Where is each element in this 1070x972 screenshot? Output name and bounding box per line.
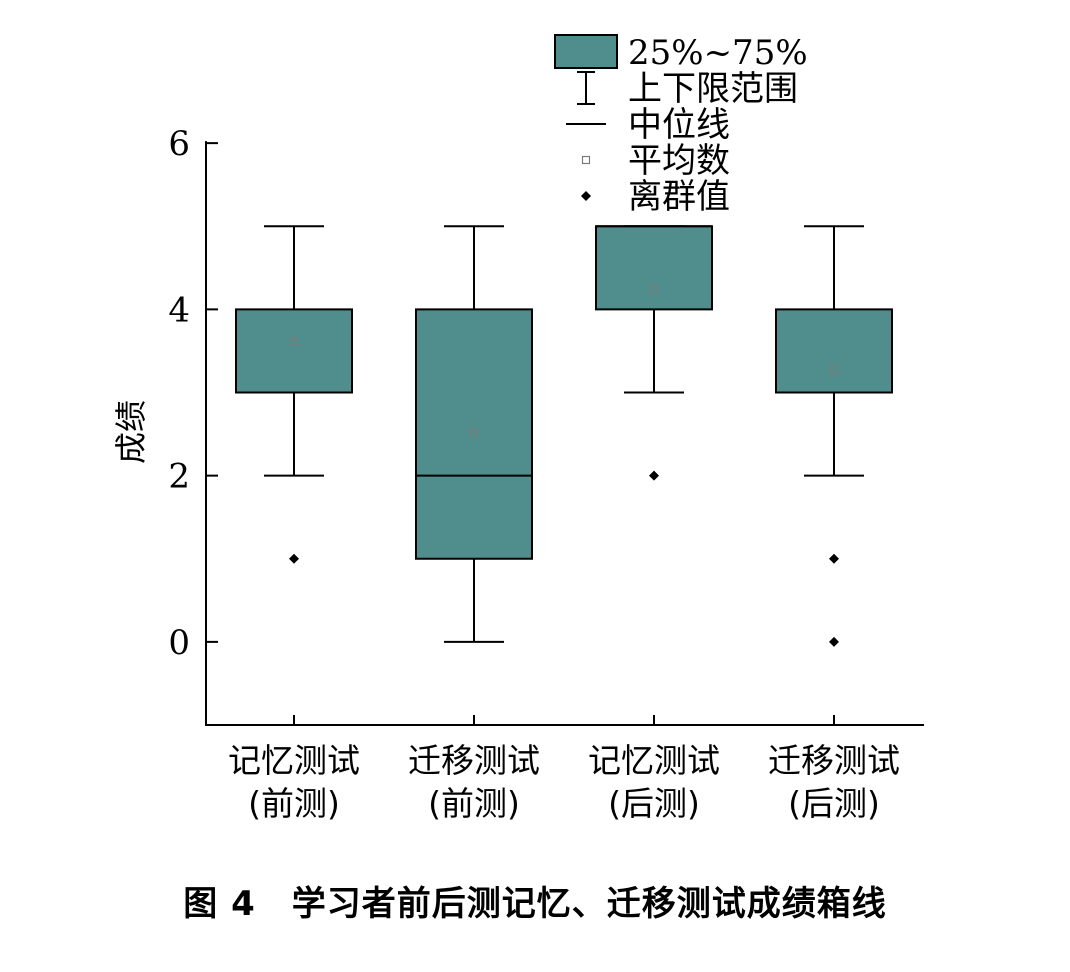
boxes	[235, 225, 893, 647]
x-tick-label-sub: (后测)	[788, 784, 880, 823]
box-iqr	[595, 225, 713, 311]
caption-text: 学习者前后测记忆、迁移测试成绩箱线	[291, 884, 887, 924]
legend-label: 中位线	[628, 105, 730, 145]
box-iqr	[775, 308, 893, 394]
outlier-point	[829, 636, 839, 647]
mean-marker	[829, 365, 839, 375]
caption-number: 图 4	[183, 884, 256, 924]
x-tick-label-sub: (后测)	[608, 784, 700, 823]
y-tick-label: 6	[168, 124, 190, 164]
figure-caption: 图 4 学习者前后测记忆、迁移测试成绩箱线	[0, 876, 1070, 925]
x-tick-label-sub: (前测)	[428, 784, 520, 823]
legend-label: 平均数	[628, 141, 730, 181]
legend-label: 25%~75%	[628, 33, 808, 73]
y-axis-label: 成绩	[112, 400, 150, 464]
y-tick-label: 2	[168, 457, 190, 497]
legend-box-swatch	[554, 34, 618, 69]
x-tick-label-sub: (前测)	[248, 784, 340, 823]
legend-label: 离群值	[628, 177, 730, 217]
x-tick-label: 记忆测试	[228, 741, 360, 780]
outlier-point	[829, 553, 839, 564]
y-tick-label: 4	[168, 290, 190, 330]
mean-marker	[289, 336, 299, 346]
legend-outlier-marker	[581, 191, 591, 201]
x-tick-label: 迁移测试	[408, 741, 540, 780]
legend-mean-marker	[581, 155, 591, 165]
outlier-point	[289, 553, 299, 564]
x-tick-label: 记忆测试	[588, 741, 720, 780]
mean-marker	[649, 285, 659, 294]
outlier-point	[649, 470, 659, 481]
mean-marker	[469, 428, 479, 437]
box-iqr	[235, 308, 353, 394]
x-tick-label: 迁移测试	[768, 741, 900, 780]
box-iqr	[415, 308, 533, 560]
y-tick-label: 0	[168, 623, 190, 663]
legend-label: 上下限范围	[628, 69, 798, 109]
